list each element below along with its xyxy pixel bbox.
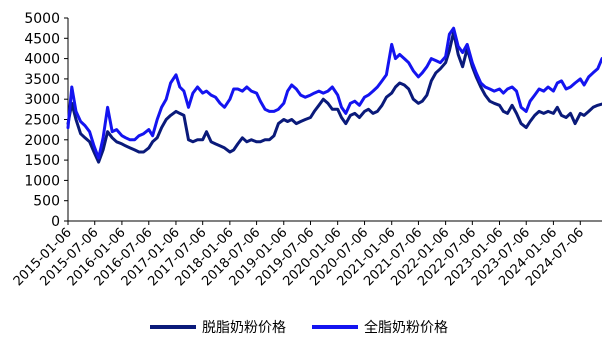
x-axis: 2015-01-062015-07-062016-01-062016-07-06… <box>11 220 602 289</box>
y-tick-label: 500 <box>33 194 60 210</box>
y-tick-label: 2500 <box>24 113 60 129</box>
y-tick-label: 3500 <box>24 72 60 88</box>
y-tick-label: 4500 <box>24 31 60 47</box>
legend: 脱脂奶粉价格 全脂奶粉价格 <box>150 319 448 336</box>
y-tick-label: 5000 <box>24 11 60 27</box>
series-layer <box>66 26 602 164</box>
series-line-2 <box>66 26 602 160</box>
y-tick-label: 3000 <box>24 92 60 108</box>
y-tick-label: 1000 <box>24 173 60 189</box>
y-axis: 0 500 1000 1500 2000 2500 3000 3500 4000 4500 5000 <box>24 11 69 230</box>
y-tick-label: 2000 <box>24 133 60 149</box>
y-tick-label: 0 <box>51 214 60 230</box>
y-tick-label: 4000 <box>24 52 60 68</box>
legend-label-2: 全脂奶粉价格 <box>364 319 448 336</box>
y-tick-label: 1500 <box>24 153 60 169</box>
legend-label-1: 脱脂奶粉价格 <box>202 320 286 336</box>
series-line-1 <box>66 30 602 164</box>
